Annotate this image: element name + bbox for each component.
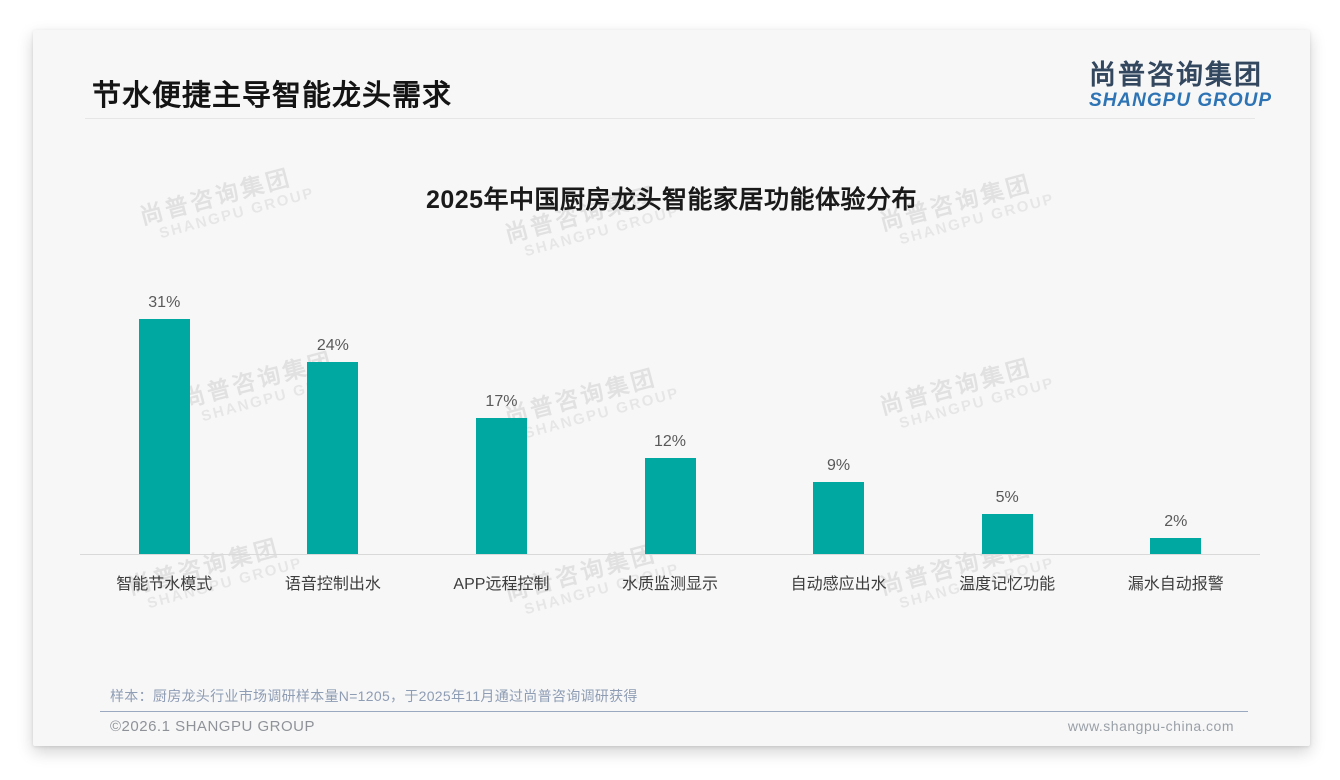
bar-value-label: 9% — [827, 457, 851, 474]
bar — [307, 362, 359, 554]
bar-value-label: 31% — [148, 294, 181, 311]
chart-title: 2025年中国厨房龙头智能家居功能体验分布 — [425, 186, 918, 214]
page-title: 节水便捷主导智能龙头需求 — [92, 80, 453, 112]
logo-chinese-text: 尚普咨询集团 — [1089, 60, 1264, 90]
bar-value-label: 5% — [995, 489, 1019, 506]
footer-divider — [100, 711, 1248, 712]
bar-chart: 31% 24% 17% 12% 9% 5% 2% 智能节水模式 语音控制出水 APP远程控制 水质… — [80, 294, 1260, 594]
company-logo: 尚普咨询集团 SHANGPU GROUP — [1089, 60, 1272, 112]
category-label: 水质监测显示 — [622, 576, 719, 593]
bar — [1150, 538, 1202, 554]
bar-value-label: 24% — [316, 337, 349, 354]
bar — [981, 514, 1033, 554]
bar-column: 31% — [80, 294, 249, 554]
bar-column: 9% — [754, 294, 923, 554]
bar-column: 12% — [586, 294, 755, 554]
bar-value-label: 2% — [1164, 513, 1188, 530]
bar-column: 2% — [1091, 294, 1260, 554]
category-label: 智能节水模式 — [116, 576, 213, 593]
bar-value-label: 17% — [485, 393, 518, 410]
sample-note: 样本：厨房龙头行业市场调研样本量N=1205，于2025年11月通过尚普咨询调研… — [110, 688, 638, 704]
bar — [475, 418, 527, 554]
category-labels-row: 智能节水模式 语音控制出水 APP远程控制 水质监测显示 自动感应出水 温度记忆功能 漏水自… — [80, 570, 1260, 594]
category-label: 温度记忆功能 — [959, 576, 1056, 593]
website-url: www.shangpu-china.com — [1067, 718, 1234, 734]
bar — [138, 319, 190, 554]
bar-column: 24% — [249, 294, 418, 554]
bar-column: 17% — [417, 294, 586, 554]
header-divider — [85, 118, 1255, 119]
bar-value-label: 12% — [654, 433, 687, 450]
category-label: 漏水自动报警 — [1127, 576, 1224, 593]
footer: ©2026.1 SHANGPU GROUP www.shangpu-china.… — [33, 718, 1310, 735]
bar — [813, 482, 865, 554]
copyright-text: ©2026.1 SHANGPU GROUP — [110, 718, 315, 735]
category-label: 自动感应出水 — [790, 576, 887, 593]
bars-row: 31% 24% 17% 12% 9% 5% 2% — [80, 294, 1260, 555]
category-label: 语音控制出水 — [284, 576, 381, 593]
category-label: APP远程控制 — [453, 576, 550, 593]
bar — [644, 458, 696, 554]
bar-column: 5% — [923, 294, 1092, 554]
logo-english-text: SHANGPU GROUP — [1089, 90, 1272, 112]
report-slide: 尚普咨询集团 SHANGPU GROUP 尚普咨询集团 SHANGPU GROUP 尚普… — [33, 30, 1310, 746]
